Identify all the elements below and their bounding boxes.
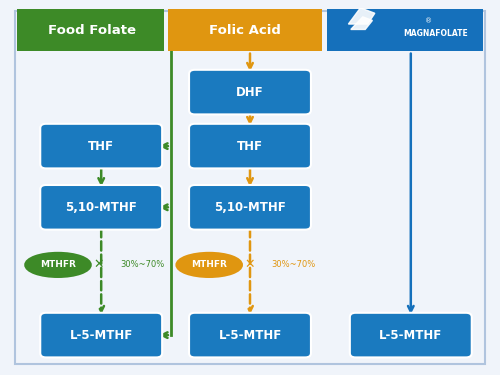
Text: MTHFR: MTHFR (40, 260, 76, 269)
Polygon shape (348, 8, 375, 24)
FancyBboxPatch shape (40, 185, 162, 230)
FancyBboxPatch shape (17, 9, 164, 51)
Text: DHF: DHF (236, 86, 264, 99)
Text: L-5-MTHF: L-5-MTHF (70, 328, 133, 342)
FancyBboxPatch shape (189, 124, 311, 168)
FancyBboxPatch shape (189, 70, 311, 114)
Ellipse shape (26, 253, 90, 277)
Text: THF: THF (88, 140, 114, 153)
FancyBboxPatch shape (189, 185, 311, 230)
Text: MAGNAFOLATE: MAGNAFOLATE (404, 29, 468, 38)
FancyBboxPatch shape (350, 313, 472, 357)
FancyBboxPatch shape (327, 9, 483, 51)
Text: Folic Acid: Folic Acid (210, 24, 281, 36)
Ellipse shape (177, 253, 242, 277)
Text: Food Folate: Food Folate (48, 24, 136, 36)
Text: L-5-MTHF: L-5-MTHF (218, 328, 282, 342)
FancyBboxPatch shape (40, 313, 162, 357)
FancyBboxPatch shape (189, 313, 311, 357)
Text: ✕: ✕ (94, 258, 104, 272)
Polygon shape (351, 17, 372, 30)
Text: ✕: ✕ (245, 258, 256, 272)
FancyBboxPatch shape (168, 9, 322, 51)
Text: L-5-MTHF: L-5-MTHF (379, 328, 442, 342)
Text: 5,10-MTHF: 5,10-MTHF (66, 201, 137, 214)
FancyBboxPatch shape (40, 124, 162, 168)
Text: 30%~70%: 30%~70% (272, 260, 316, 269)
Text: 5,10-MTHF: 5,10-MTHF (214, 201, 286, 214)
Text: MTHFR: MTHFR (192, 260, 227, 269)
Text: THF: THF (237, 140, 263, 153)
Text: 30%~70%: 30%~70% (120, 260, 164, 269)
Text: ®: ® (425, 18, 432, 24)
